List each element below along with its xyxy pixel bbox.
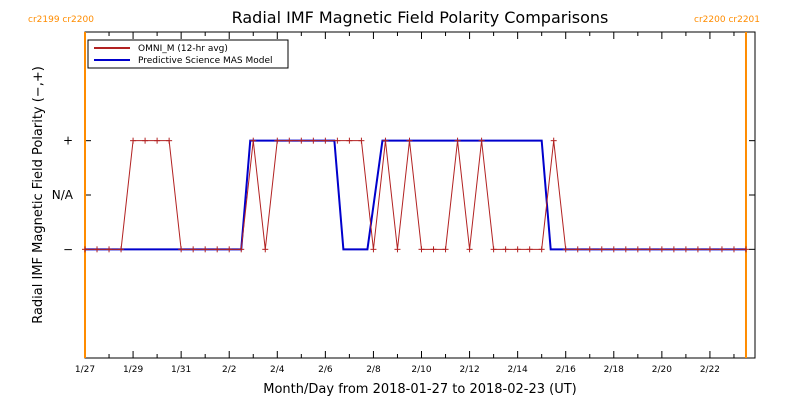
data-point-omni <box>226 246 233 253</box>
y-tick-label: − <box>63 242 73 256</box>
data-point-omni <box>310 137 317 144</box>
data-point-omni <box>658 246 665 253</box>
x-tick-label: 2/10 <box>411 365 431 375</box>
chart-title: Radial IMF Magnetic Field Polarity Compa… <box>232 8 609 27</box>
legend: OMNI_M (12-hr avg) Predictive Science MA… <box>87 39 289 69</box>
data-point-omni <box>514 246 521 253</box>
data-point-omni <box>166 137 173 144</box>
x-tick-label: 2/2 <box>222 365 236 375</box>
data-point-omni <box>406 137 413 144</box>
data-point-omni <box>430 246 437 253</box>
data-point-omni <box>682 246 689 253</box>
x-tick-label: 2/6 <box>318 365 333 375</box>
data-point-omni <box>286 137 293 144</box>
x-tick-label: 2/22 <box>700 365 720 375</box>
x-tick-label: 2/14 <box>508 365 528 375</box>
series-line-mas <box>85 139 746 251</box>
data-point-omni <box>670 246 677 253</box>
cr-label: cr2199 cr2200 <box>28 15 94 25</box>
carrington-rotation-markers: cr2199 cr2200 cr2200 cr2201 <box>28 15 760 358</box>
series-layer <box>82 137 749 253</box>
data-point-omni <box>94 246 101 253</box>
data-point-omni <box>358 137 365 144</box>
x-tick-label: 2/12 <box>459 365 479 375</box>
legend-label-omni: OMNI_M (12-hr avg) <box>138 44 228 54</box>
data-point-omni <box>154 137 161 144</box>
data-point-omni <box>490 246 497 253</box>
x-tick-label: 2/18 <box>604 365 624 375</box>
x-tick-label: 2/4 <box>270 365 285 375</box>
data-point-omni <box>694 246 701 253</box>
data-point-omni <box>454 137 461 144</box>
data-point-omni <box>646 246 653 253</box>
legend-box <box>87 39 289 69</box>
data-point-omni <box>82 246 88 253</box>
data-point-omni <box>526 246 533 253</box>
data-point-omni <box>610 246 617 253</box>
data-point-omni <box>550 137 557 144</box>
data-point-omni <box>730 246 737 253</box>
data-point-omni <box>478 137 485 144</box>
data-point-omni <box>346 137 353 144</box>
data-point-omni <box>274 137 281 144</box>
y-axis-label: Radial IMF Magnetic Field Polarity (−,+) <box>31 66 46 324</box>
y-tick-label: N/A <box>52 188 74 202</box>
data-point-omni <box>190 246 197 253</box>
data-point-omni <box>250 137 257 144</box>
data-point-omni <box>382 137 389 144</box>
data-point-omni <box>142 137 149 144</box>
series-line-omni <box>85 140 746 250</box>
data-point-omni <box>598 246 605 253</box>
data-point-omni <box>178 246 185 253</box>
data-point-omni <box>634 246 641 253</box>
data-point-omni <box>706 246 713 253</box>
plot-frame <box>84 31 756 359</box>
x-axis-label: Month/Day from 2018-01-27 to 2018-02-23 … <box>263 382 576 397</box>
data-point-omni <box>622 246 629 253</box>
data-point-omni <box>418 246 425 253</box>
data-point-omni <box>586 246 593 253</box>
data-point-omni <box>562 246 569 253</box>
data-point-omni <box>502 246 509 253</box>
data-point-omni <box>214 246 221 253</box>
y-tick-label: + <box>63 134 73 148</box>
data-point-omni <box>106 246 113 253</box>
data-point-omni <box>130 137 137 144</box>
legend-label-mas: Predictive Science MAS Model <box>138 56 273 66</box>
x-axis: 1/27 1/29 1/31 2/2 2/4 2/6 2/8 2/10 2/12 2/14 2/16… <box>75 32 735 375</box>
data-point-omni <box>574 246 581 253</box>
data-point-omni <box>118 246 125 253</box>
x-tick-label: 2/16 <box>556 365 576 375</box>
x-tick-label: 1/29 <box>123 365 143 375</box>
data-point-omni <box>322 137 329 144</box>
data-point-omni <box>442 246 449 253</box>
data-point-omni <box>538 246 545 253</box>
data-point-omni <box>334 137 341 144</box>
x-tick-label: 1/27 <box>75 365 95 375</box>
data-point-omni <box>742 246 749 253</box>
x-tick-label: 1/31 <box>171 365 191 375</box>
data-point-omni <box>202 246 209 253</box>
data-point-omni <box>238 246 245 253</box>
x-tick-label: 2/8 <box>366 365 381 375</box>
x-tick-label: 2/20 <box>652 365 672 375</box>
data-point-omni <box>298 137 305 144</box>
data-point-omni <box>394 246 401 253</box>
data-point-omni <box>718 246 725 253</box>
data-point-omni <box>262 246 269 253</box>
cr-label: cr2200 cr2201 <box>694 15 760 25</box>
data-point-omni <box>370 246 377 253</box>
data-point-omni <box>466 246 473 253</box>
